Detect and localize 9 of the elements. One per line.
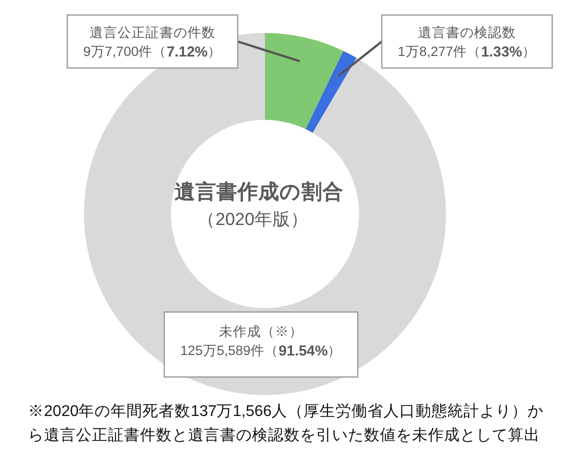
text: ※2020年の年間死者数137万1,566人（厚生労働省人口動態統計より）から遺言公正証書件数と遺言書の検認数を引いた数値を未作成として算出 [28,402,544,446]
slice-label: 未作成（※） [219,324,303,340]
data-label: 1万8,277件（1.33%） [398,44,536,60]
slice-label: 遺言書の検認数 [418,25,516,40]
text: 遺言書作成の割合 [174,180,344,204]
slice-label: 遺言公正証書の件数 [90,25,216,40]
text: （2020年版） [198,208,308,229]
data-label: 125万5,589件（91.54%） [180,343,342,360]
data-label: 9万7,700件（7.12%） [83,44,222,60]
